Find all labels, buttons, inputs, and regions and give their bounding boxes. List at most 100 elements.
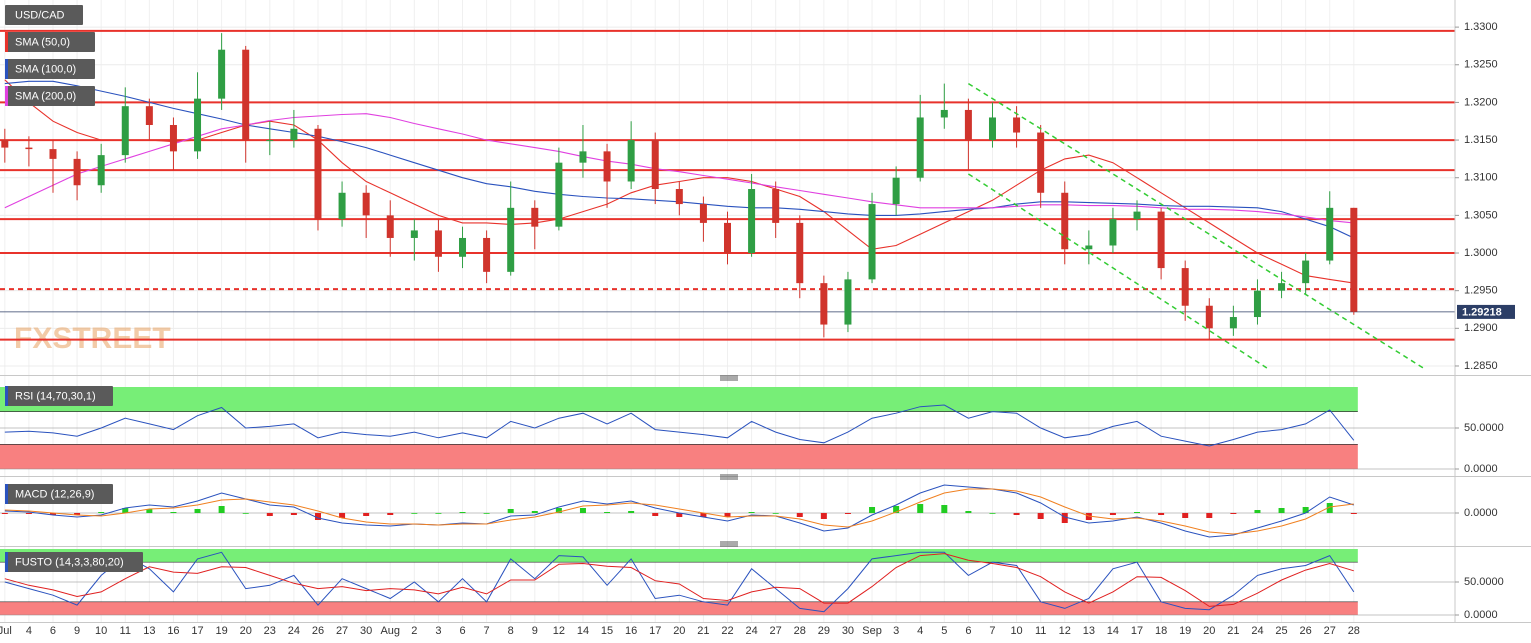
candle-body bbox=[290, 128, 298, 141]
histogram-bar bbox=[1013, 513, 1020, 515]
resize-handle[interactable] bbox=[720, 375, 738, 381]
x-tick-label: 10 bbox=[1010, 625, 1022, 637]
last-price-box bbox=[1457, 304, 1515, 319]
candle-body bbox=[796, 222, 804, 284]
candle-body bbox=[844, 279, 852, 325]
x-tick-label: 27 bbox=[336, 625, 348, 637]
legend-label: FUSTO (14,3,3,80,20) bbox=[15, 556, 124, 568]
histogram-bar bbox=[483, 513, 490, 514]
y-tick-label: 1.3300 bbox=[1464, 21, 1498, 33]
x-tick-label: 4 bbox=[26, 625, 32, 637]
y-tick-label: 1.2950 bbox=[1464, 285, 1498, 297]
histogram-bar bbox=[893, 506, 900, 513]
histogram-bar bbox=[965, 511, 972, 513]
trend-line bbox=[967, 173, 1270, 371]
histogram-bar bbox=[748, 512, 755, 513]
histogram-bar bbox=[772, 513, 779, 514]
histogram-bar bbox=[290, 513, 297, 515]
x-tick-label: 9 bbox=[532, 625, 538, 637]
x-tick-label: 11 bbox=[120, 625, 131, 637]
candle-body bbox=[1157, 211, 1165, 269]
candle-body bbox=[651, 140, 659, 190]
histogram-bar bbox=[628, 511, 635, 513]
legend-swatch bbox=[5, 32, 8, 52]
resize-handle[interactable] bbox=[720, 474, 738, 480]
candle-body bbox=[916, 117, 924, 178]
x-tick-label: 13 bbox=[1083, 625, 1095, 637]
candle-body bbox=[940, 109, 948, 118]
last-price-label: 1.29218 bbox=[1462, 306, 1502, 318]
x-tick-label: 20 bbox=[1203, 625, 1215, 637]
y-tick-label: 0.0000 bbox=[1464, 507, 1498, 519]
candle-body bbox=[964, 109, 972, 141]
candle-body bbox=[73, 158, 81, 186]
x-tick-label: 13 bbox=[143, 625, 155, 637]
watermark: FXSTREET bbox=[14, 322, 171, 355]
candle-body bbox=[434, 230, 442, 257]
candle-body bbox=[820, 283, 828, 325]
histogram-bar bbox=[242, 513, 249, 514]
histogram-bar bbox=[459, 512, 466, 513]
indicator-line bbox=[4, 551, 1355, 613]
y-tick-label: 1.3100 bbox=[1464, 172, 1498, 184]
x-tick-label: Sep bbox=[862, 625, 882, 637]
x-tick-label: 30 bbox=[842, 625, 854, 637]
histogram-bar bbox=[579, 508, 586, 513]
candle-body bbox=[218, 49, 226, 99]
x-tick-label: 14 bbox=[577, 625, 589, 637]
x-tick-label: 20 bbox=[240, 625, 252, 637]
histogram-bar bbox=[1158, 513, 1165, 515]
candle-body bbox=[603, 151, 611, 182]
histogram-bar bbox=[435, 513, 442, 514]
histogram-bar bbox=[363, 513, 370, 516]
x-tick-label: 29 bbox=[818, 625, 830, 637]
histogram-bar bbox=[1350, 513, 1357, 514]
histogram-bar bbox=[796, 513, 803, 517]
histogram-bar bbox=[1254, 510, 1261, 513]
candle-body bbox=[266, 140, 274, 142]
candle-body bbox=[1133, 211, 1141, 220]
candle-body bbox=[699, 204, 707, 223]
candle-body bbox=[169, 125, 177, 152]
histogram-bar bbox=[1278, 508, 1285, 513]
plot-layers: FXSTREET bbox=[0, 0, 1455, 622]
candle-body bbox=[483, 237, 491, 272]
candle-body bbox=[1109, 219, 1117, 246]
x-tick-label: 24 bbox=[288, 625, 300, 637]
x-tick-label: 24 bbox=[745, 625, 757, 637]
y-tick-label: 0.0000 bbox=[1464, 609, 1498, 621]
legend-label: MACD (12,26,9) bbox=[15, 488, 94, 500]
candle-body bbox=[1181, 268, 1189, 306]
resize-handle[interactable] bbox=[720, 541, 738, 547]
candle-body bbox=[724, 222, 731, 254]
x-tick-label: 19 bbox=[215, 625, 227, 637]
legend-swatch bbox=[5, 484, 8, 504]
x-tick-label: Jul bbox=[0, 625, 12, 637]
x-tick-label: 3 bbox=[893, 625, 899, 637]
legend-box bbox=[5, 86, 95, 106]
legend-label: USD/CAD bbox=[15, 9, 65, 21]
legend-label: SMA (50,0) bbox=[15, 36, 70, 48]
candle-body bbox=[555, 162, 563, 227]
sma-line bbox=[4, 113, 1354, 224]
candle-body bbox=[627, 140, 635, 182]
legend-label: SMA (200,0) bbox=[15, 90, 76, 102]
x-tick-label: 24 bbox=[1251, 625, 1263, 637]
histogram-bar bbox=[266, 513, 273, 516]
x-tick-label: 26 bbox=[312, 625, 324, 637]
candle-body bbox=[1253, 290, 1261, 318]
legend-label: SMA (100,0) bbox=[15, 63, 76, 75]
legend-box bbox=[5, 59, 95, 79]
y-tick-label: 50.0000 bbox=[1464, 576, 1504, 588]
candle-body bbox=[868, 204, 876, 280]
x-tick-label: 27 bbox=[1324, 625, 1336, 637]
candle-body bbox=[507, 207, 515, 272]
candle-body bbox=[1, 140, 9, 148]
x-tick-label: 22 bbox=[721, 625, 733, 637]
legend-swatch bbox=[5, 552, 8, 572]
legend-swatch bbox=[5, 86, 8, 106]
candle-body bbox=[892, 177, 900, 205]
candle-body bbox=[1037, 132, 1045, 193]
x-tick-label: 15 bbox=[601, 625, 613, 637]
